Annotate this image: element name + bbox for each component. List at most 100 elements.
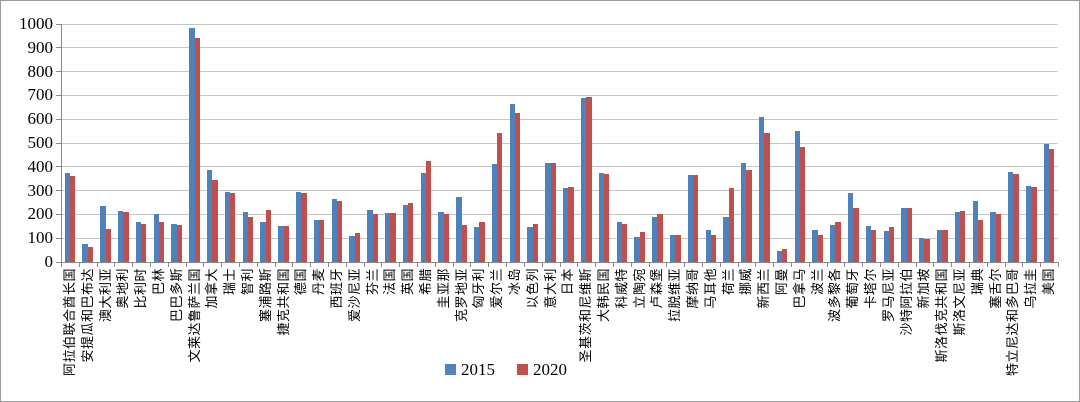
x-axis-label: 意大利 — [542, 268, 558, 309]
bar-2020 — [443, 214, 450, 262]
bar-2015 — [118, 210, 124, 262]
x-axis-label: 丹麦 — [311, 268, 327, 296]
bar-2020 — [746, 170, 752, 262]
x-axis-tick — [577, 263, 579, 267]
bar-2015 — [296, 191, 302, 262]
x-axis-label: 马耳他 — [702, 268, 718, 309]
x-axis-label: 捷克共和国 — [275, 268, 291, 336]
x-axis-label: 冰岛 — [506, 268, 522, 296]
bar-2020 — [230, 192, 236, 262]
x-axis-tick — [648, 263, 650, 267]
x-axis-tick — [933, 263, 935, 267]
x-axis-tick — [790, 263, 792, 267]
bar-2020 — [586, 96, 592, 262]
y-axis-tick-label: 100 — [27, 228, 54, 248]
legend-item-2015: 2015 — [445, 361, 495, 378]
gridline — [61, 213, 1058, 215]
bar-2015 — [420, 172, 426, 262]
x-axis-tick — [310, 263, 312, 267]
bar-2015 — [313, 220, 320, 262]
x-axis-tick — [737, 263, 739, 267]
x-axis-label: 波兰 — [809, 268, 825, 296]
bar-2015 — [901, 208, 907, 262]
bar-2020 — [194, 38, 200, 262]
x-axis-label: 大韩民国 — [596, 268, 611, 323]
bar-2015 — [669, 234, 676, 262]
x-axis-label: 罗马尼亚 — [880, 268, 896, 323]
x-axis-tick — [808, 263, 810, 267]
bar-2020 — [247, 216, 254, 262]
x-axis-label: 波多黎各 — [827, 268, 843, 323]
x-axis-tick — [399, 263, 401, 267]
x-axis-label: 英国 — [400, 268, 416, 296]
bar-2020 — [123, 212, 129, 262]
x-axis-tick — [612, 263, 614, 267]
x-axis-tick — [897, 263, 899, 267]
bar-2015 — [491, 164, 498, 262]
x-axis-label: 卢森堡 — [649, 268, 665, 309]
x-axis-tick — [132, 263, 134, 267]
bar-2015 — [883, 231, 889, 262]
gridline — [61, 190, 1058, 192]
bar-2015 — [189, 27, 195, 262]
x-axis-tick — [1022, 263, 1024, 267]
x-axis-tick — [862, 263, 864, 267]
y-axis-tick-label: 600 — [27, 109, 54, 129]
x-axis-tick — [417, 263, 419, 267]
bar-2020 — [639, 232, 645, 262]
x-axis-label: 塞浦路斯 — [257, 268, 273, 323]
x-axis-label: 巴林 — [150, 268, 166, 296]
bar-2015 — [1025, 185, 1032, 262]
bar-2020 — [568, 187, 574, 262]
bar-2015 — [598, 173, 604, 262]
bar-2020 — [693, 175, 699, 262]
y-axis-tick — [56, 23, 61, 25]
bar-2015 — [776, 251, 783, 262]
x-axis-label: 挪威 — [738, 268, 754, 296]
bar-2020 — [657, 214, 663, 262]
gridline — [61, 118, 1058, 120]
y-axis-tick-label: 200 — [27, 204, 54, 224]
bar-2015 — [687, 175, 694, 262]
bar-2015 — [794, 131, 800, 262]
bar-2020 — [960, 210, 966, 262]
y-axis-tick-label: 1000 — [19, 14, 53, 33]
x-axis-tick — [506, 263, 508, 267]
bar-2015 — [758, 116, 765, 262]
x-axis-label: 圣基茨和尼维斯 — [578, 268, 594, 363]
bar-2015 — [616, 221, 622, 262]
x-axis-label: 安提瓜和巴布达 — [79, 268, 95, 363]
y-axis-tick — [56, 94, 61, 96]
bar-2020 — [69, 176, 76, 262]
y-axis-tick-label: 800 — [27, 61, 54, 81]
bar-2020 — [319, 220, 325, 262]
bar-2015 — [972, 201, 978, 262]
x-axis-label: 拉脱维亚 — [667, 268, 683, 323]
x-axis-tick — [185, 263, 187, 267]
y-axis-tick — [56, 213, 61, 215]
x-axis-label: 新西兰 — [756, 268, 772, 309]
bar-2015 — [1043, 144, 1050, 262]
x-axis-tick — [470, 263, 472, 267]
bar-2020 — [995, 214, 1001, 262]
y-axis-tick — [56, 190, 61, 192]
x-axis-tick — [630, 263, 632, 267]
x-axis-label: 阿曼 — [774, 268, 790, 296]
legend-label: 2015 — [461, 360, 495, 379]
x-axis-label: 比利时 — [133, 268, 149, 309]
bar-2020 — [212, 179, 218, 262]
bar-2015 — [331, 198, 337, 262]
bar-2020 — [942, 229, 948, 262]
bar-2015 — [936, 229, 943, 262]
x-axis-label: 法国 — [382, 268, 398, 296]
bar-2020 — [390, 213, 396, 262]
x-axis-tick — [951, 263, 953, 267]
bar-2015 — [385, 213, 391, 262]
x-axis-tick — [559, 263, 561, 267]
legend-swatch-2020 — [517, 364, 528, 375]
x-axis-label: 葡萄牙 — [845, 268, 861, 309]
bar-2020 — [728, 188, 734, 262]
bar-2020 — [372, 214, 378, 262]
x-axis-tick — [167, 263, 169, 267]
